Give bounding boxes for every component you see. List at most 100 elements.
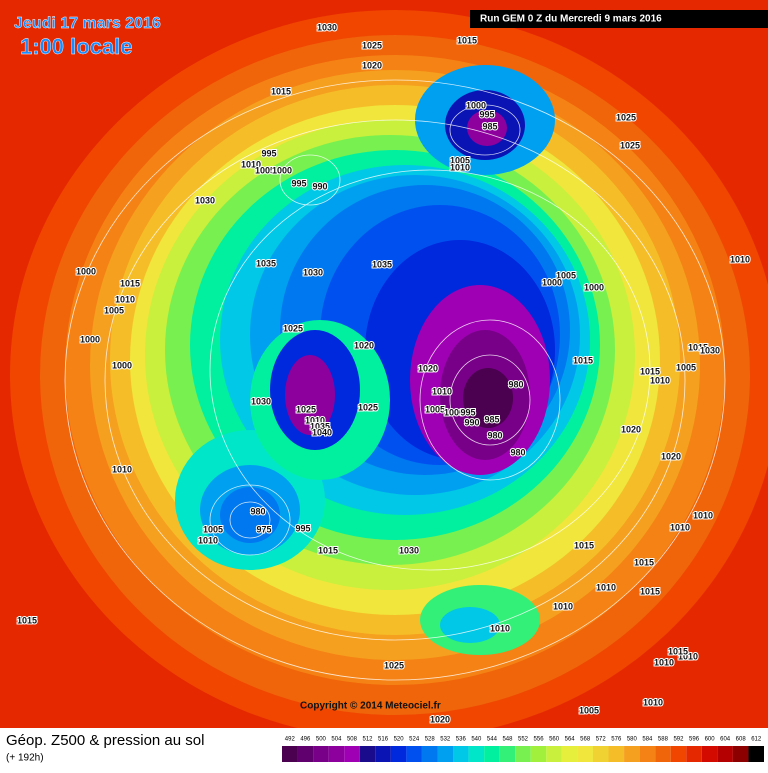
legend-label: 580 [627, 737, 638, 743]
isobar-label: 1015 [640, 586, 660, 596]
isobar-label: 1005 [255, 165, 275, 175]
isobar-label: 1010 [654, 657, 674, 667]
legend-swatch [421, 746, 438, 762]
legend-swatch [701, 746, 718, 762]
isobar-label: 1010 [432, 386, 452, 396]
isobar-label: 1030 [195, 195, 215, 205]
legend-swatch [375, 746, 391, 762]
isobar-label: 990 [312, 181, 327, 191]
isobar-label: 1010 [198, 535, 218, 545]
legend-swatch [546, 746, 562, 762]
legend-label: 564 [565, 737, 576, 743]
legend-label: 596 [689, 737, 700, 743]
isobar-label: 1005 [579, 705, 599, 715]
run-info: Run GEM 0 Z du Mercredi 9 mars 2016 [480, 14, 662, 25]
isobar-label: 980 [510, 447, 525, 457]
legend-swatch [453, 746, 469, 762]
isobar-label: 1020 [621, 424, 641, 434]
isobar-label: 985 [484, 414, 499, 424]
isobar-label: 980 [250, 506, 265, 516]
legend-label: 584 [642, 737, 653, 743]
legend-label: 492 [285, 737, 296, 743]
height-contour [285, 355, 335, 435]
isobar-label: 1025 [296, 404, 316, 414]
legend-label: 516 [378, 737, 389, 743]
isobar-label: 1030 [700, 345, 720, 355]
legend-label: 552 [518, 737, 529, 743]
isobar-label: 1020 [354, 340, 374, 350]
legend-swatch [406, 746, 422, 762]
isobar-label: 1025 [283, 323, 303, 333]
legend-label: 504 [331, 737, 342, 743]
legend-swatch [624, 746, 640, 762]
legend-swatch [655, 746, 671, 762]
isobar-label: 1010 [305, 415, 325, 425]
isobar-label: 1010 [490, 623, 510, 633]
legend-swatch [670, 746, 687, 762]
isobar-label: 1015 [318, 545, 338, 555]
isobar-label: 975 [256, 524, 271, 534]
legend-label: 532 [440, 737, 451, 743]
legend-label: 508 [347, 737, 358, 743]
isobar-label: 1005 [104, 305, 124, 315]
legend-label: 500 [316, 737, 327, 743]
legend-swatch [282, 746, 298, 762]
isobar-label: 1010 [693, 510, 713, 520]
legend-swatch [344, 746, 360, 762]
isobar-label: 1030 [317, 22, 337, 32]
legend-swatch [732, 746, 749, 762]
isobar-label: 1010 [670, 522, 690, 532]
isobar-label: 1015 [688, 342, 708, 352]
isobar-label: 1015 [120, 278, 140, 288]
legend-label: 568 [580, 737, 591, 743]
run-banner [470, 10, 768, 28]
legend-swatch [484, 746, 500, 762]
legend-swatch [390, 746, 407, 762]
isobar-label: 1040 [312, 427, 332, 437]
isobar-label: 1015 [640, 366, 660, 376]
legend-swatch [468, 746, 485, 762]
isobar-label: 1015 [17, 615, 37, 625]
isobar-label: 1015 [574, 540, 594, 550]
legend-label: 528 [425, 737, 436, 743]
legend-label: 540 [471, 737, 482, 743]
isobar-label: 1015 [457, 35, 477, 45]
isobar-label: 995 [295, 523, 310, 533]
legend-label: 604 [720, 737, 731, 743]
legend-label: 592 [673, 737, 684, 743]
legend-label: 612 [751, 737, 762, 743]
legend-label: 536 [456, 737, 467, 743]
isobar-label: 1020 [362, 60, 382, 70]
isobar-label: 1000 [466, 100, 486, 110]
isobar-label: 990 [464, 417, 479, 427]
legend-swatch [437, 746, 454, 762]
isobar-label: 995 [479, 109, 494, 119]
copyright: Copyright © 2014 Meteociel.fr [300, 701, 441, 712]
local-time: 1:00 locale [20, 34, 133, 59]
isobar-label: 995 [291, 178, 306, 188]
isobar-label: 1020 [418, 363, 438, 373]
isobar-label: 995 [460, 407, 475, 417]
isobar-label: 1005 [425, 404, 445, 414]
isobar-label: 980 [508, 379, 523, 389]
isobar-label: 1035 [310, 421, 330, 431]
isobar-label: 1010 [678, 651, 698, 661]
legend-swatch [313, 746, 329, 762]
isobar-label: 1035 [372, 259, 392, 269]
isobar-label: 1010 [650, 375, 670, 385]
legend-label: 572 [596, 737, 607, 743]
isobar-label: 1000 [584, 282, 604, 292]
legend-swatch [359, 746, 376, 762]
isobar-label: 1005 [450, 155, 470, 165]
height-contour [463, 368, 513, 428]
isobar-label: 1015 [668, 646, 688, 656]
isobar-label: 1010 [643, 697, 663, 707]
legend-swatch [499, 746, 516, 762]
legend-swatch [748, 746, 764, 762]
legend-label: 512 [363, 737, 374, 743]
legend-swatch [639, 746, 656, 762]
isobar-label: 1010 [241, 159, 261, 169]
isobar-label: 1000 [272, 165, 292, 175]
isobar-label: 1020 [430, 714, 450, 724]
